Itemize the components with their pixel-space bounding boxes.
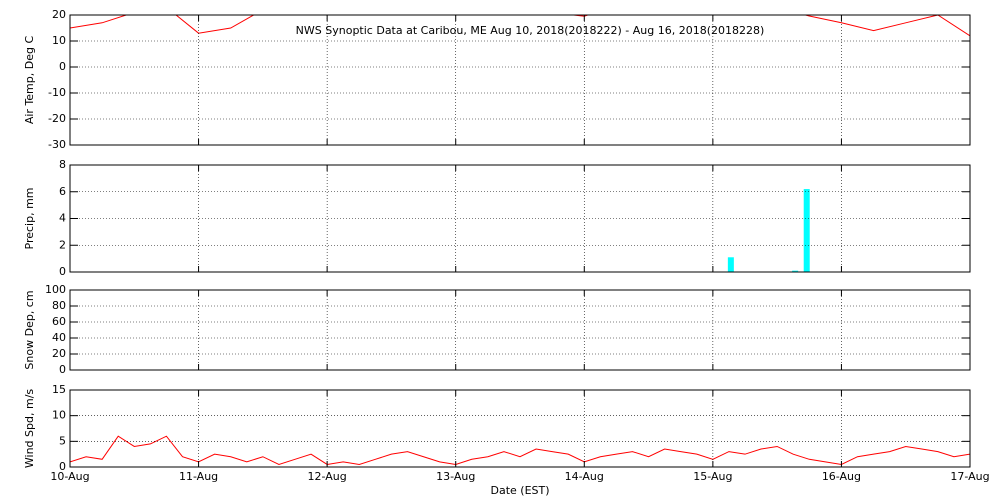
- x-tick-label: 16-Aug: [822, 470, 861, 483]
- y-axis-label: Precip, mm: [23, 188, 36, 250]
- y-tick-label: 20: [52, 347, 66, 360]
- y-tick-label: -20: [48, 112, 66, 125]
- bar: [803, 189, 810, 272]
- y-tick-label: 0: [59, 363, 66, 376]
- plot-frame: [69, 389, 971, 468]
- y-axis-label: Air Temp, Deg C: [23, 36, 36, 125]
- y-axis-label: Snow Dep, cm: [23, 290, 36, 369]
- line: [70, 15, 970, 37]
- y-tick-label: 5: [59, 434, 66, 447]
- line: [70, 435, 970, 465]
- panel: [727, 189, 810, 272]
- bar: [727, 257, 734, 272]
- y-tick-label: 10: [52, 34, 66, 47]
- y-tick-label: 4: [59, 212, 66, 225]
- y-tick-label: 0: [59, 60, 66, 73]
- y-tick-label: 40: [52, 331, 66, 344]
- y-tick-label: 10: [52, 409, 66, 422]
- x-tick-label: 15-Aug: [693, 470, 732, 483]
- y-tick-label: 60: [52, 315, 66, 328]
- y-tick-label: 8: [59, 158, 66, 171]
- y-axis-label: Wind Spd, m/s: [23, 389, 36, 469]
- x-tick-label: 12-Aug: [308, 470, 347, 483]
- y-tick-label: 100: [45, 283, 66, 296]
- x-tick-label: 13-Aug: [436, 470, 475, 483]
- x-tick-label: 14-Aug: [565, 470, 604, 483]
- y-tick-label: 0: [59, 460, 66, 473]
- y-tick-label: 15: [52, 383, 66, 396]
- x-tick-label: 10-Aug: [50, 470, 89, 483]
- y-tick-label: -10: [48, 86, 66, 99]
- y-tick-label: 2: [59, 238, 66, 251]
- bar: [792, 270, 799, 272]
- panel: [70, 15, 970, 37]
- y-tick-label: 6: [59, 185, 66, 198]
- plot-frame: [69, 289, 971, 371]
- plot-frame: [69, 14, 971, 146]
- y-tick-label: 20: [52, 8, 66, 21]
- x-tick-label: 17-Aug: [950, 470, 989, 483]
- y-tick-label: 80: [52, 299, 66, 312]
- x-tick-label: 11-Aug: [179, 470, 218, 483]
- plot-frame: [69, 164, 971, 273]
- y-tick-label: -30: [48, 138, 66, 151]
- panel: [70, 435, 970, 465]
- x-axis-label: Date (EST): [490, 484, 549, 497]
- y-tick-label: 0: [59, 265, 66, 278]
- chart-title: NWS Synoptic Data at Caribou, ME Aug 10,…: [296, 24, 765, 37]
